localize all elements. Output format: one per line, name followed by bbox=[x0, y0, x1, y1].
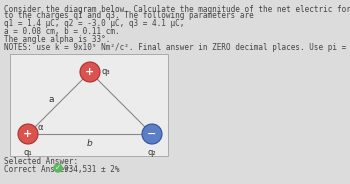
Circle shape bbox=[18, 124, 38, 144]
Text: Consider the diagram below. Calculate the magnitude of the net electric force (i: Consider the diagram below. Calculate th… bbox=[4, 5, 350, 14]
Text: NOTES: use k = 9x10⁹ Nm²/c². Final answer in ZERO decimal places. Use pi = 3.14.: NOTES: use k = 9x10⁹ Nm²/c². Final answe… bbox=[4, 43, 350, 52]
Text: +: + bbox=[85, 67, 94, 77]
Text: a = 0.08 cm, b = 0.11 cm.: a = 0.08 cm, b = 0.11 cm. bbox=[4, 27, 120, 36]
Text: q₁: q₁ bbox=[24, 148, 32, 157]
Text: −: − bbox=[147, 129, 157, 139]
Text: a: a bbox=[48, 95, 54, 103]
Text: α: α bbox=[37, 123, 43, 132]
Text: Selected Answer:: Selected Answer: bbox=[4, 157, 78, 166]
Text: b: b bbox=[87, 139, 93, 148]
Circle shape bbox=[80, 62, 100, 82]
Circle shape bbox=[142, 124, 162, 144]
Text: q₃: q₃ bbox=[102, 68, 111, 77]
FancyBboxPatch shape bbox=[10, 54, 168, 156]
Text: The angle alpha is 33°.: The angle alpha is 33°. bbox=[4, 35, 110, 44]
Text: q₂: q₂ bbox=[148, 148, 156, 157]
Text: 934,531 ± 2%: 934,531 ± 2% bbox=[64, 165, 119, 174]
Circle shape bbox=[54, 164, 62, 172]
Text: to the charges q1 and q3. The following parameters are: to the charges q1 and q3. The following … bbox=[4, 11, 254, 20]
Text: +: + bbox=[23, 129, 33, 139]
Text: q1 = 1.4 μC, q2 = -3.0 μC, q3 = 4.1 μC,: q1 = 1.4 μC, q2 = -3.0 μC, q3 = 4.1 μC, bbox=[4, 19, 184, 28]
Text: Correct Answer:: Correct Answer: bbox=[4, 165, 73, 174]
Text: ✓: ✓ bbox=[55, 165, 61, 171]
